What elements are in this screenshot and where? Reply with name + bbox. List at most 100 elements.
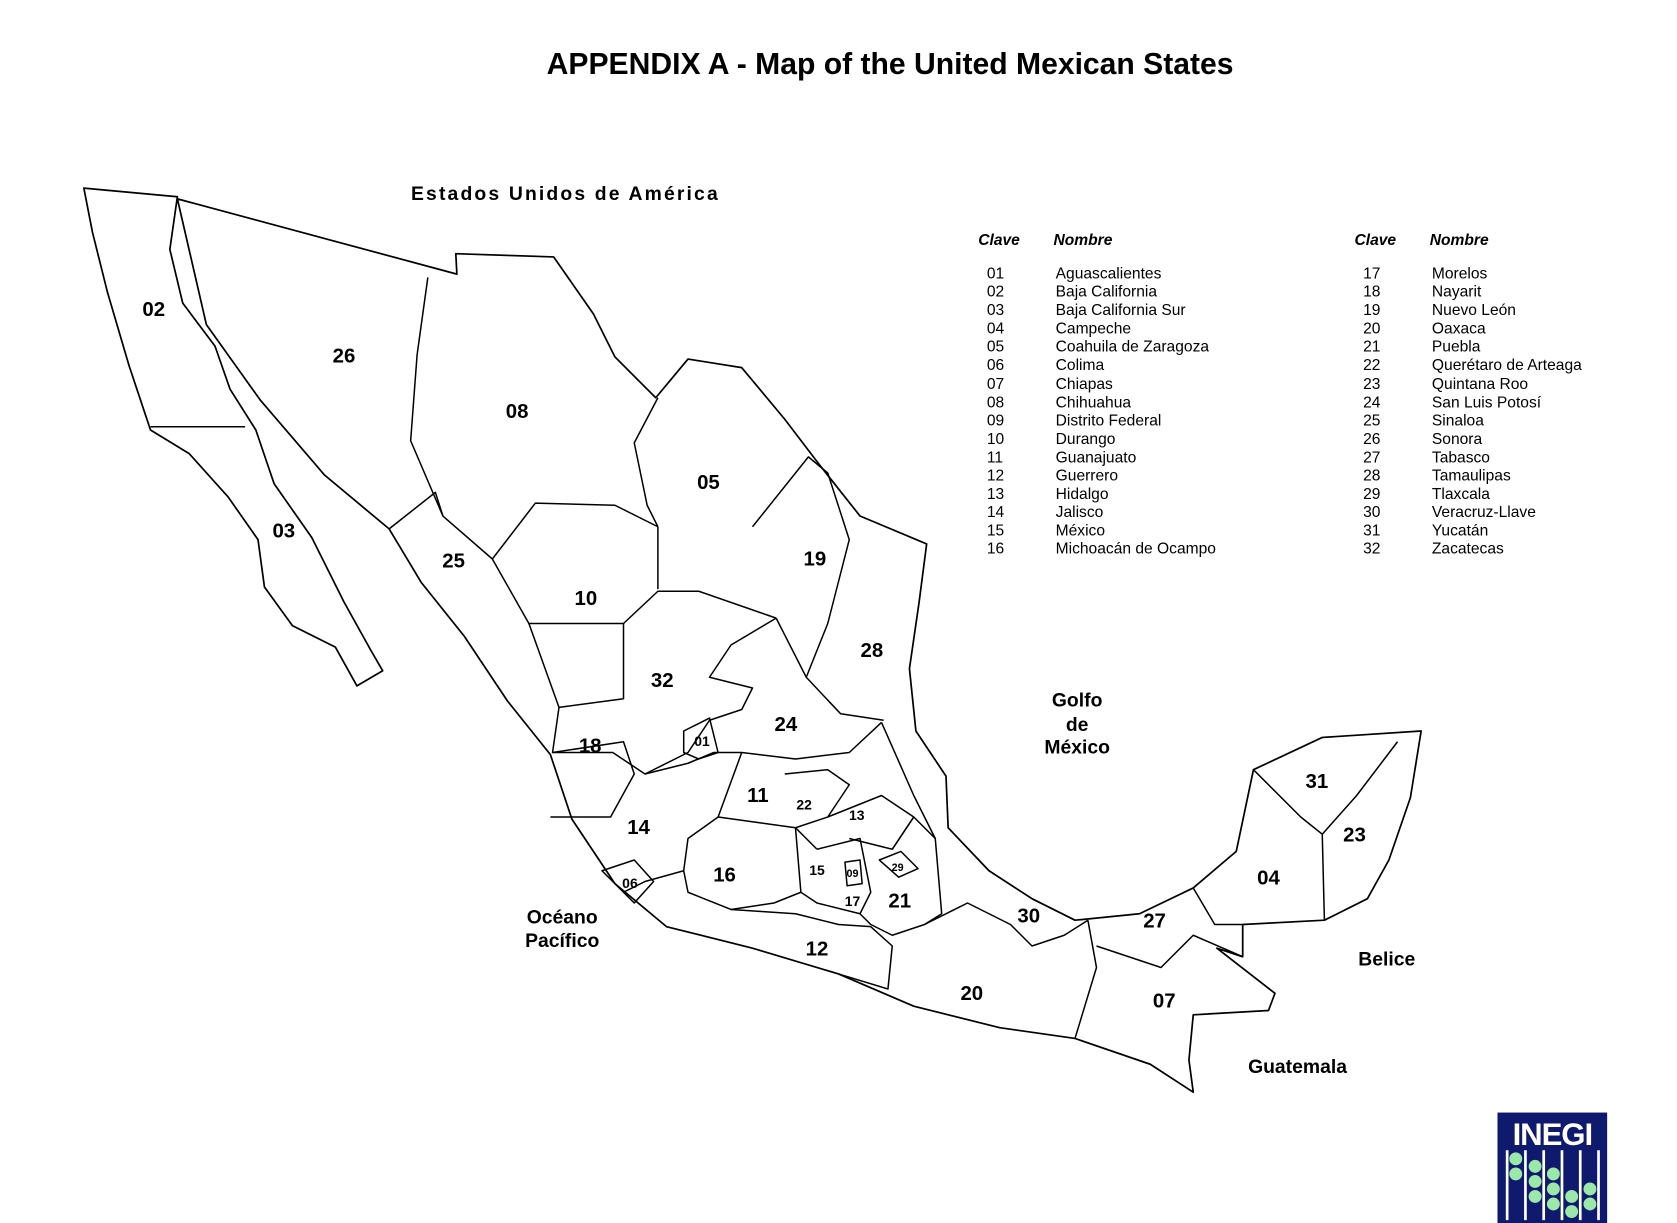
- state-label-26: 26: [333, 345, 356, 367]
- legend-state-name: Querétaro de Arteaga: [1431, 357, 1582, 375]
- legend-row: 14 Jalisco: [978, 504, 1322, 522]
- legend-state-name: Puebla: [1431, 339, 1481, 357]
- state-label-23: 23: [1343, 825, 1366, 847]
- legend-row: 23 Quintana Roo: [1355, 376, 1677, 394]
- legend-state-name: Distrito Federal: [1055, 412, 1162, 430]
- legend-row: 25 Sinaloa: [1355, 413, 1677, 431]
- legend-code: 14: [986, 504, 1005, 522]
- legend-state-name: Veracruz-Llave: [1431, 504, 1536, 522]
- legend-row: 29 Tlaxcala: [1355, 486, 1677, 504]
- inegi-logo: INEGI: [1497, 1112, 1608, 1223]
- border-01: [682, 717, 719, 760]
- legend-code: 11: [986, 449, 1004, 467]
- legend-code: 25: [1363, 412, 1381, 430]
- border-20-30: [924, 902, 1089, 947]
- pacific-label-2: Pacífico: [525, 930, 599, 952]
- border-21-30: [859, 816, 943, 937]
- gulf-label-3: México: [1044, 737, 1110, 759]
- legend-state-name: Chihuahua: [1055, 394, 1132, 412]
- legend-state-name: Oaxaca: [1431, 320, 1486, 338]
- legend-state-name: Guerrero: [1055, 467, 1119, 485]
- baja-peninsula: [82, 187, 384, 687]
- belize-label: Belice: [1358, 948, 1415, 970]
- legend-state-name: Michoacán de Ocampo: [1055, 541, 1216, 559]
- state-label-21: 21: [888, 890, 911, 912]
- legend-state-name: Morelos: [1431, 265, 1488, 283]
- state-label-24: 24: [774, 714, 797, 736]
- legend-code: 22: [1363, 357, 1381, 375]
- border-04-31-23: [1252, 741, 1399, 921]
- legend-code: 05: [986, 339, 1005, 357]
- legend-left: Clave Nombre 01 Aguascalientes 02 Baja Calif…: [978, 232, 1322, 559]
- legend-code: 13: [986, 486, 1005, 504]
- legend-row: 10 Durango: [978, 431, 1322, 449]
- border-08-10: [491, 502, 659, 560]
- border-05-19: [657, 456, 884, 721]
- legend-state-name: Nuevo León: [1431, 302, 1516, 320]
- legend-code: 09: [986, 412, 1005, 430]
- border-30-24: [880, 722, 936, 839]
- legend-code: 20: [1363, 320, 1381, 338]
- state-label-11: 11: [747, 785, 769, 807]
- legend-state-name: Chiapas: [1055, 375, 1113, 393]
- border-29: [878, 850, 919, 878]
- state-label-14: 14: [627, 817, 650, 839]
- legend-row: 20 Oaxaca: [1355, 321, 1677, 339]
- state-label-04: 04: [1257, 868, 1280, 890]
- legend-row: 09 Distrito Federal: [978, 413, 1322, 431]
- legend-row: 01 Aguascalientes: [978, 266, 1322, 284]
- pacific-label-1: Océano: [527, 906, 598, 928]
- state-label-16: 16: [713, 865, 736, 887]
- legend-row: 05 Coahuila de Zaragoza: [978, 339, 1322, 357]
- legend-code: 21: [1363, 339, 1381, 357]
- legend-state-name: Guanajuato: [1055, 449, 1137, 467]
- state-label-31: 31: [1306, 771, 1329, 793]
- state-label-07: 07: [1153, 990, 1176, 1012]
- legend-state-name: Tamaulipas: [1431, 467, 1511, 485]
- border-26-25: [388, 491, 444, 530]
- border-04-27: [1192, 887, 1243, 926]
- legend-row: 13 Hidalgo: [978, 486, 1322, 504]
- legend-header-code: Clave: [978, 232, 1020, 250]
- legend-row: 08 Chihuahua: [978, 394, 1322, 412]
- page-title: APPENDIX A - Map of the United Mexican S…: [546, 47, 1234, 81]
- legend-code: 15: [986, 522, 1005, 540]
- border-06: [601, 859, 655, 904]
- legend-state-name: Baja California: [1055, 283, 1158, 302]
- state-label-20: 20: [960, 983, 983, 1005]
- legend-header-name: Nombre: [1429, 232, 1489, 250]
- gulf-label-2: de: [1066, 714, 1089, 736]
- legend-row: 06 Colima: [978, 357, 1322, 375]
- legend-row: 18 Nayarit: [1355, 284, 1677, 302]
- inegi-logo-graphic: INEGI: [1497, 1112, 1608, 1223]
- inegi-logo-text: INEGI: [1513, 1117, 1592, 1152]
- legend-row: 19 Nuevo León: [1355, 302, 1677, 320]
- legend-code: 03: [986, 302, 1005, 320]
- state-label-09: 09: [846, 868, 858, 880]
- state-label-01: 01: [694, 733, 710, 749]
- legend-row: 04 Campeche: [978, 321, 1322, 339]
- state-label-30: 30: [1017, 905, 1040, 927]
- legend-code: 24: [1363, 394, 1381, 412]
- state-label-10: 10: [575, 588, 598, 610]
- state-label-18: 18: [579, 736, 602, 758]
- state-label-29: 29: [892, 862, 904, 874]
- legend-code: 23: [1363, 375, 1381, 393]
- legend-code: 19: [1363, 302, 1381, 320]
- state-label-25: 25: [442, 551, 465, 573]
- legend-right: Clave Nombre 17 Morelos 18 Nayarit 19 Nuevo Le…: [1355, 232, 1677, 559]
- legend-row: 02 Baja California: [978, 284, 1322, 302]
- legend-row: 03 Baja California Sur: [978, 302, 1322, 320]
- legend-state-name: Coahuila de Zaragoza: [1055, 339, 1210, 357]
- border-05-24: [775, 617, 807, 678]
- border-12: [730, 908, 894, 990]
- mainland: [176, 198, 1423, 1094]
- legend-code: 30: [1363, 504, 1381, 522]
- legend-row: 28 Tamaulipas: [1355, 468, 1677, 486]
- usa-label: Estados Unidos de América: [411, 183, 720, 205]
- legend-state-name: Baja California Sur: [1055, 302, 1186, 320]
- state-label-27: 27: [1143, 911, 1166, 933]
- state-label-17: 17: [845, 893, 861, 909]
- guatemala-label: Guatemala: [1248, 1056, 1347, 1078]
